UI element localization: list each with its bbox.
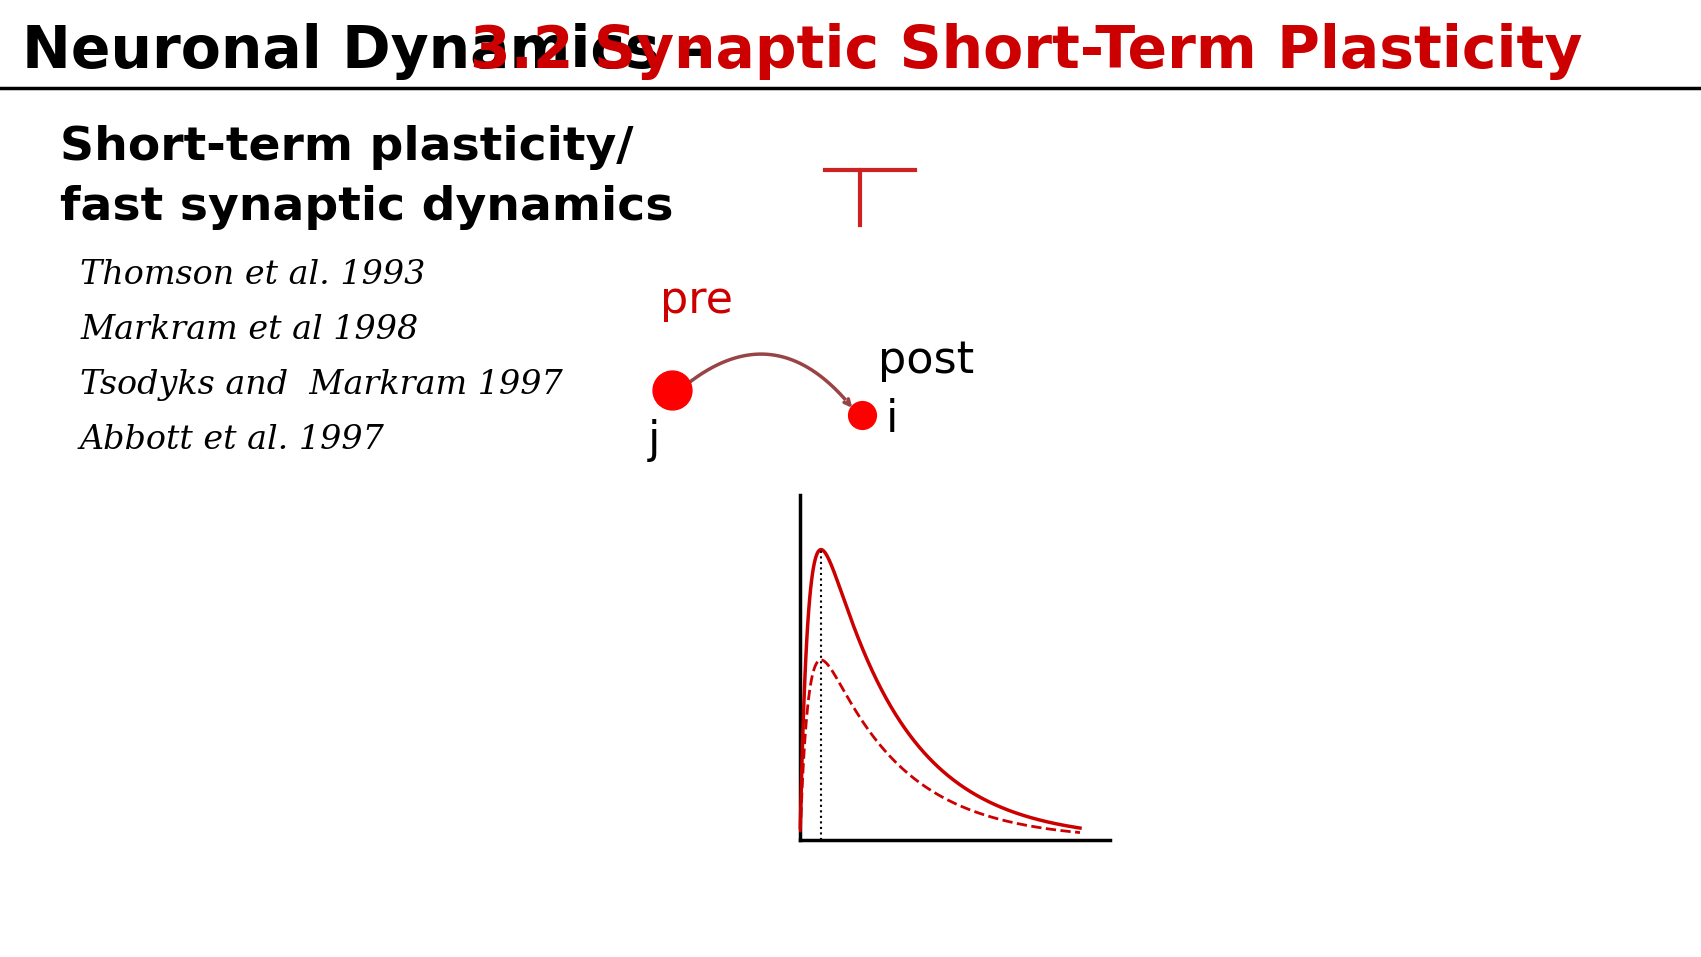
Text: post: post — [878, 339, 975, 382]
Text: Abbott et al. 1997: Abbott et al. 1997 — [80, 424, 384, 456]
Text: fast synaptic dynamics: fast synaptic dynamics — [60, 186, 674, 231]
Text: 3.2 Synaptic Short-Term Plasticity: 3.2 Synaptic Short-Term Plasticity — [469, 24, 1582, 80]
Text: j: j — [648, 418, 660, 461]
Text: pre: pre — [660, 278, 733, 322]
Text: Tsodyks and  Markram 1997: Tsodyks and Markram 1997 — [80, 369, 563, 401]
Text: Thomson et al. 1993: Thomson et al. 1993 — [80, 259, 425, 291]
Text: Neuronal Dynamics –: Neuronal Dynamics – — [22, 24, 730, 80]
Text: Short-term plasticity/: Short-term plasticity/ — [60, 125, 633, 170]
Text: i: i — [886, 398, 898, 441]
Text: Markram et al 1998: Markram et al 1998 — [80, 314, 418, 346]
